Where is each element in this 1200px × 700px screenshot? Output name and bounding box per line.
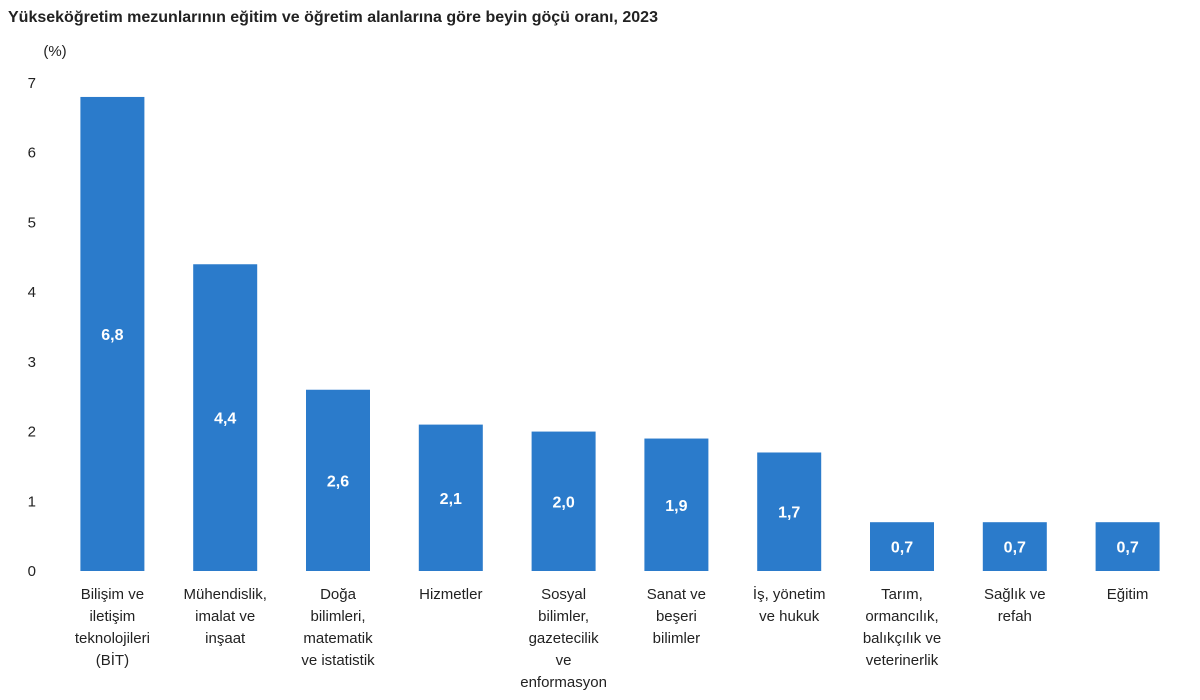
- bar: [644, 438, 709, 571]
- y-tick-label: 2: [28, 424, 36, 441]
- x-tick-label: Eğitim: [1107, 586, 1149, 603]
- bar: [531, 431, 596, 571]
- value-label: 6,8: [101, 327, 123, 344]
- value-label: 1,9: [665, 498, 687, 515]
- y-tick-label: 7: [28, 75, 36, 92]
- value-label: 0,7: [1004, 540, 1026, 557]
- bar: [80, 96, 145, 571]
- value-label: 2,6: [327, 473, 349, 490]
- y-tick-label: 6: [28, 145, 36, 162]
- x-tick-label: Sosyal bilimler, gazetecilik ve enformasyon: [520, 586, 607, 691]
- bar: [418, 424, 483, 571]
- x-tick-label: Mühendislik, imalat ve inşaat: [184, 586, 267, 647]
- x-tick-label: Bilişim ve iletişim teknolojileri (BİT): [75, 586, 150, 669]
- y-tick-label: 4: [28, 284, 36, 301]
- x-tick-label: Sağlık ve refah: [984, 586, 1046, 625]
- x-tick-label: Sanat ve beşeri bilimler: [647, 586, 706, 647]
- value-label: 2,0: [552, 494, 574, 511]
- x-tick-label: İş, yönetim ve hukuk: [753, 585, 826, 625]
- x-tick-label: Hizmetler: [419, 586, 482, 603]
- value-label: 0,7: [1116, 540, 1138, 557]
- value-label: 4,4: [214, 411, 236, 428]
- y-tick-label: 5: [28, 214, 36, 231]
- bar: [1095, 522, 1160, 571]
- bar: [870, 522, 934, 571]
- value-label: 2,1: [440, 491, 462, 508]
- y-tick-label: 0: [28, 563, 36, 580]
- value-label: 1,7: [778, 505, 800, 522]
- bar: [193, 264, 258, 571]
- x-tick-label: Doğa bilimleri, matematik ve istatistik: [301, 586, 375, 669]
- bar: [306, 389, 370, 571]
- bar: [982, 522, 1047, 571]
- chart-title: Yükseköğretim mezunlarının eğitim ve öğr…: [8, 9, 658, 26]
- bar: [757, 452, 822, 571]
- y-tick-label: 3: [28, 354, 36, 371]
- y-tick-label: 1: [28, 493, 36, 510]
- y-axis-label: (%): [43, 43, 66, 60]
- value-label: 0,7: [891, 540, 913, 557]
- x-tick-label: Tarım, ormancılık, balıkçılık ve veterinerl…: [863, 586, 941, 669]
